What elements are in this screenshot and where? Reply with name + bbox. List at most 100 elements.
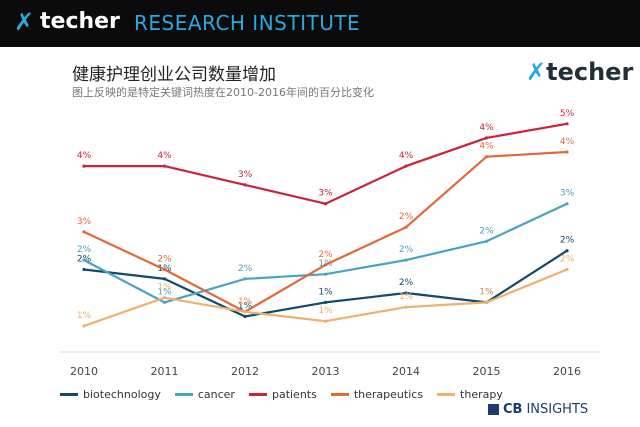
data-point-therapeutics xyxy=(323,263,328,267)
legend-swatch-patients xyxy=(248,393,267,396)
chart-title: 健康护理创业公司数量增加 xyxy=(72,65,276,85)
data-point-biotechnology xyxy=(323,300,328,304)
data-label-patients: 3% xyxy=(318,189,333,199)
data-point-biotechnology xyxy=(404,291,408,295)
x-tick-label: 2012 xyxy=(231,365,259,378)
data-label-therapeutics: 2% xyxy=(318,250,333,260)
data-label-patients: 4% xyxy=(77,151,92,161)
data-point-biotechnology xyxy=(565,249,569,253)
data-point-patients xyxy=(565,122,569,126)
data-point-cancer xyxy=(243,277,247,281)
data-point-cancer xyxy=(162,300,167,304)
data-point-therapy xyxy=(404,305,408,309)
data-label-therapy: 1% xyxy=(77,311,92,321)
data-label-patients: 4% xyxy=(399,151,414,161)
data-label-cancer: 2% xyxy=(238,264,253,274)
data-point-cancer xyxy=(82,258,86,262)
institute-name: RESEARCH INSTITUTE xyxy=(134,11,361,35)
x-tick-label: 2015 xyxy=(473,365,501,378)
data-point-cancer xyxy=(484,239,489,243)
data-point-therapeutics xyxy=(404,225,408,229)
data-point-therapy xyxy=(323,319,328,323)
techer-logo: ✗techer xyxy=(526,58,633,86)
data-label-biotechnology: 2% xyxy=(560,236,575,246)
data-label-therapy: 1% xyxy=(399,292,414,302)
cb-insights-logo: CB INSIGHTS xyxy=(488,402,588,417)
data-point-patients xyxy=(162,164,167,168)
data-label-therapy: 1% xyxy=(479,287,494,297)
data-label-therapeutics: 4% xyxy=(560,137,575,147)
data-label-therapy: 1% xyxy=(238,297,253,307)
x-tick-label: 2014 xyxy=(392,365,420,378)
legend-item-patients: patients xyxy=(248,388,317,401)
data-label-biotechnology: 1% xyxy=(318,287,333,297)
legend-item-biotechnology: biotechnology xyxy=(60,388,161,401)
data-point-therapeutics xyxy=(162,267,167,272)
x-tick-label: 2013 xyxy=(312,365,340,378)
legend-label-therapeutics: therapeutics xyxy=(353,388,424,401)
legend-swatch-therapy xyxy=(437,393,456,396)
data-point-therapeutics xyxy=(565,150,569,154)
data-label-cancer: 1% xyxy=(157,287,172,297)
data-point-biotechnology xyxy=(82,267,86,272)
x-tick-label: 2010 xyxy=(70,365,98,378)
data-point-therapy xyxy=(484,300,489,304)
legend-label-therapy: therapy xyxy=(460,388,503,401)
data-label-cancer: 3% xyxy=(560,189,575,199)
data-label-patients: 5% xyxy=(560,109,575,119)
legend-item-cancer: cancer xyxy=(174,388,235,401)
data-point-biotechnology xyxy=(243,314,247,319)
data-label-therapeutics: 2% xyxy=(399,212,414,222)
data-label-therapeutics: 3% xyxy=(77,217,92,227)
data-label-patients: 4% xyxy=(157,151,172,161)
data-label-therapy: 1% xyxy=(157,283,172,293)
cb-insights-icon xyxy=(488,404,499,415)
legend-label-biotechnology: biotechnology xyxy=(83,388,161,401)
data-point-cancer xyxy=(565,202,569,206)
legend-swatch-cancer xyxy=(174,393,193,396)
data-point-cancer xyxy=(404,258,408,262)
cb-prefix: CB xyxy=(503,402,523,417)
legend-swatch-therapeutics xyxy=(330,393,349,396)
data-label-patients: 3% xyxy=(238,170,253,180)
legend-label-patients: patients xyxy=(271,388,317,401)
data-point-biotechnology xyxy=(162,277,167,281)
logo-name: techer xyxy=(546,58,634,86)
brand-name: techer xyxy=(40,9,120,34)
data-label-biotechnology: 1% xyxy=(479,287,494,297)
data-point-therapy xyxy=(565,267,569,272)
data-point-cancer xyxy=(323,272,328,276)
legend-label-cancer: cancer xyxy=(197,388,235,401)
brand-x-icon: ✗ xyxy=(14,8,35,36)
data-label-cancer: 2% xyxy=(399,245,414,255)
chart-subtitle: 图上反映的是特定关键词热度在2010-2016年间的百分比变化 xyxy=(72,86,374,99)
data-point-patients xyxy=(484,136,489,140)
legend-item-therapy: therapy xyxy=(437,388,503,401)
data-point-therapy xyxy=(82,324,86,328)
data-label-cancer: 2% xyxy=(479,226,494,236)
data-label-patients: 4% xyxy=(479,123,494,133)
data-point-therapy xyxy=(243,310,247,314)
x-tick-label: 2011 xyxy=(151,365,179,378)
data-label-biotechnology: 2% xyxy=(399,278,414,288)
data-point-patients xyxy=(82,164,86,168)
data-point-patients xyxy=(243,183,247,187)
data-point-patients xyxy=(404,164,408,168)
cb-name: INSIGHTS xyxy=(526,402,589,417)
data-label-therapy: 2% xyxy=(560,255,575,265)
data-label-therapeutics: 2% xyxy=(157,255,172,265)
data-point-therapeutics xyxy=(82,230,86,234)
legend: biotechnology cancer patients therapeuti… xyxy=(60,388,503,401)
data-label-biotechnology: 1% xyxy=(238,302,253,312)
logo-x-icon: ✗ xyxy=(526,58,547,86)
data-point-patients xyxy=(323,202,328,206)
legend-item-therapeutics: therapeutics xyxy=(330,388,424,401)
data-label-therapeutics: 4% xyxy=(479,142,494,152)
x-tick-label: 2016 xyxy=(553,365,581,378)
data-point-therapy xyxy=(162,296,167,300)
legend-swatch-biotechnology xyxy=(60,393,78,396)
data-point-therapeutics xyxy=(484,155,489,159)
data-label-therapy: 1% xyxy=(318,306,333,316)
data-label-therapeutics: 1% xyxy=(238,297,253,307)
